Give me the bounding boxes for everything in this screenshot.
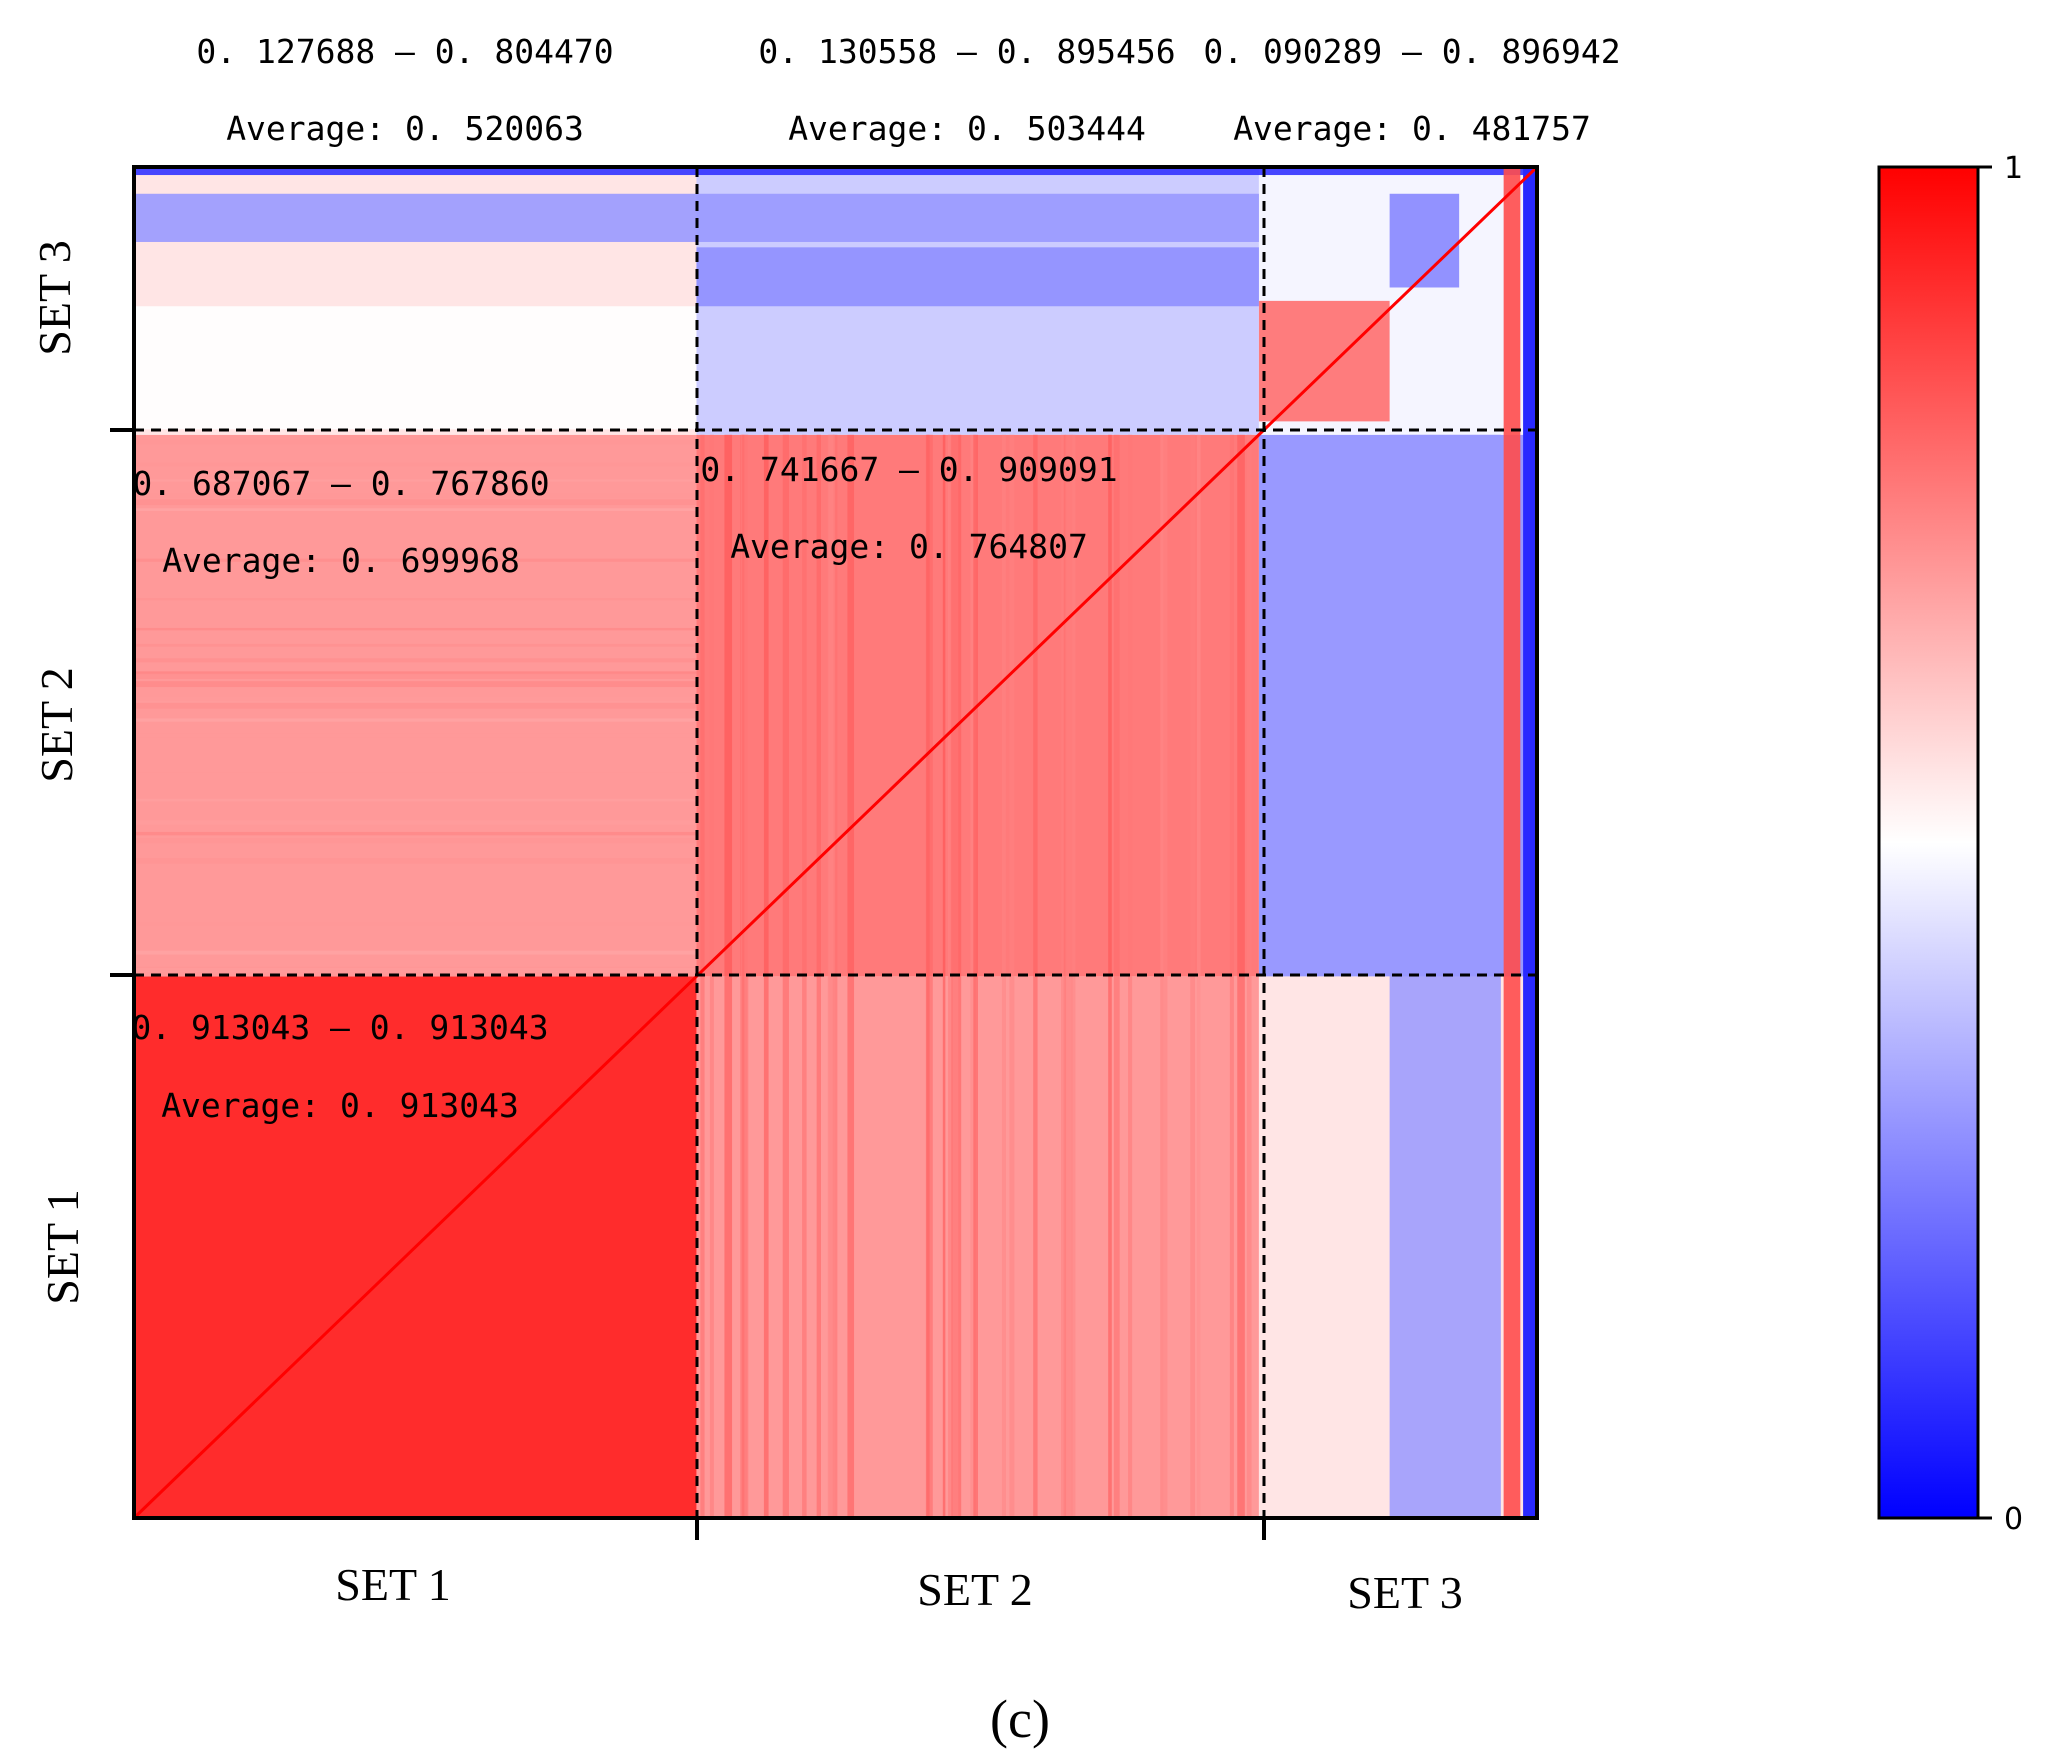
colorbar-label-min: 0 bbox=[2004, 1502, 2023, 1537]
heatmap-frame bbox=[132, 165, 1539, 1520]
y-label-set3: SET 3 bbox=[29, 240, 80, 355]
heatmap-stripe bbox=[134, 858, 697, 864]
heatmap-stripe bbox=[134, 493, 697, 498]
heatmap-band bbox=[1503, 167, 1521, 1518]
heatmap-stripe bbox=[134, 820, 697, 825]
heatmap-stripe bbox=[724, 434, 733, 1519]
annot-set2-set2-average: Average: 0. 764807 bbox=[730, 527, 1088, 566]
heatmap-stripe bbox=[1128, 434, 1133, 1519]
x-label-set2: SET 2 bbox=[917, 1564, 1032, 1615]
heatmap-stripe bbox=[134, 627, 697, 631]
heatmap-stripe bbox=[709, 434, 714, 1519]
annot-set3-set1-range: 0. 127688 – 0. 804470 bbox=[196, 32, 613, 71]
heatmap-band bbox=[134, 306, 697, 430]
heatmap-stripe bbox=[134, 831, 697, 836]
x-label-set1: SET 1 bbox=[335, 1559, 450, 1610]
x-label-set3: SET 3 bbox=[1347, 1567, 1462, 1618]
heatmap-stripe bbox=[134, 770, 697, 773]
heatmap-stripe bbox=[942, 434, 946, 1519]
heatmap-stripe bbox=[1009, 434, 1015, 1519]
heatmap-stripe bbox=[1113, 434, 1120, 1519]
heatmap-stripe bbox=[134, 950, 697, 955]
annot-set2-set2-range: 0. 741667 – 0. 909091 bbox=[700, 450, 1117, 489]
heatmap-band bbox=[1389, 193, 1460, 288]
annot-set2-set1-range: 0. 687067 – 0. 767860 bbox=[132, 464, 549, 503]
heatmap-band bbox=[696, 247, 1259, 307]
heatmap-stripe bbox=[1246, 434, 1252, 1519]
heatmap-stripe bbox=[134, 838, 697, 844]
heatmap-stripe bbox=[926, 434, 933, 1519]
annot-set3-set2-range: 0. 130558 – 0. 895456 bbox=[758, 32, 1175, 71]
heatmap-stripe bbox=[134, 700, 697, 703]
heatmap-stripe bbox=[134, 598, 697, 601]
heatmap-stripe bbox=[134, 733, 697, 738]
heatmap-stripe bbox=[134, 558, 697, 562]
heatmap-stripe bbox=[1063, 434, 1067, 1519]
heatmap-stripe bbox=[134, 508, 697, 511]
heatmap-stripe bbox=[134, 967, 697, 972]
heatmap-stripe bbox=[134, 673, 697, 679]
annot-set3-set3-range: 0. 090289 – 0. 896942 bbox=[1203, 32, 1620, 71]
heatmap-stripe bbox=[1196, 434, 1201, 1519]
heatmap-stripe bbox=[134, 681, 697, 688]
heatmap-band bbox=[134, 167, 1537, 176]
colorbar-label-max: 1 bbox=[2004, 151, 2023, 186]
heatmap-stripe bbox=[134, 702, 697, 709]
heatmap-stripe bbox=[1061, 434, 1064, 1519]
heatmap-stripe bbox=[134, 499, 697, 506]
heatmap-stripe bbox=[742, 434, 745, 1519]
heatmap-band bbox=[1258, 300, 1390, 422]
heatmap-stripe bbox=[134, 479, 697, 482]
annot-set3-set3-average: Average: 0. 481757 bbox=[1233, 109, 1591, 148]
heatmap-stripe bbox=[740, 434, 749, 1519]
heatmap-band bbox=[1523, 167, 1537, 1518]
heatmap-stripe bbox=[134, 921, 697, 926]
annot-set3-set2-average: Average: 0. 503444 bbox=[788, 109, 1146, 148]
heatmap-stripe bbox=[134, 462, 697, 467]
annot-set1-set1-range: 0. 913043 – 0. 913043 bbox=[131, 1008, 548, 1047]
heatmap-stripe bbox=[134, 439, 697, 445]
annot-set1-set1-average: Average: 0. 913043 bbox=[161, 1086, 519, 1125]
colorbar bbox=[1877, 165, 1980, 1520]
heatmap-diagonal bbox=[132, 165, 1539, 1520]
heatmap-stripe bbox=[134, 658, 697, 663]
heatmap-stripe bbox=[134, 718, 697, 722]
heatmap-stripe bbox=[1065, 434, 1073, 1519]
annot-set3-set1-average: Average: 0. 520063 bbox=[226, 109, 584, 148]
annot-set2-set1-average: Average: 0. 699968 bbox=[162, 541, 520, 580]
heatmap-stripe bbox=[134, 697, 697, 700]
heatmap-stripe bbox=[134, 643, 697, 647]
y-label-set2: SET 2 bbox=[31, 667, 82, 782]
panel-label: (c) bbox=[990, 1689, 1050, 1749]
y-label-set1: SET 1 bbox=[37, 1189, 88, 1304]
heatmap-stripe bbox=[134, 798, 697, 802]
heatmap-stripe bbox=[134, 671, 697, 674]
